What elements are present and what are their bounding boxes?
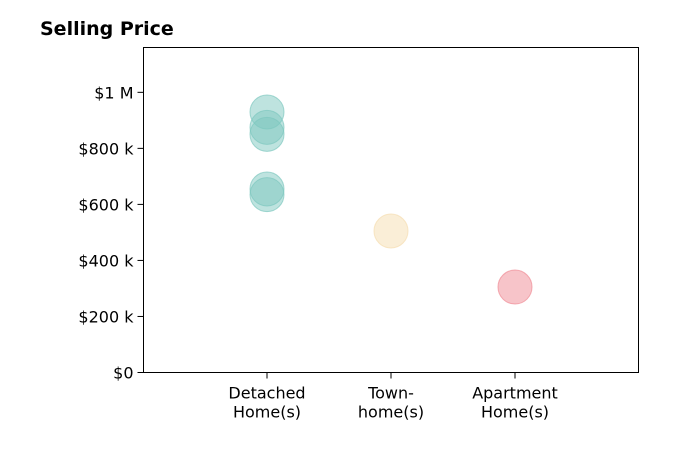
data-point [249, 116, 285, 152]
x-tick-label: Apartment Home(s) [472, 384, 558, 422]
y-tick-label: $0 [113, 364, 133, 383]
x-tick-label: Town-home(s) [358, 384, 424, 422]
y-axis: $0 $200 k $400 k $600 k $800 k $1 M [78, 83, 144, 383]
y-tick-label: $600 k [78, 195, 134, 214]
x-tick-label: Detached Home(s) [228, 384, 305, 422]
data-point [497, 269, 533, 305]
y-tick-label: $200 k [78, 307, 134, 326]
y-tick-label: $800 k [78, 139, 134, 158]
data-point [373, 213, 409, 249]
y-tick-label: $400 k [78, 251, 134, 270]
chart-title: Selling Price [40, 18, 174, 40]
y-tick-label: $1 M [94, 83, 133, 102]
scatter-points [249, 94, 533, 305]
plot-frame [143, 47, 639, 373]
x-axis: Detached Home(s) Town-home(s) Apartment Home… [228, 372, 558, 422]
data-point [249, 177, 285, 213]
